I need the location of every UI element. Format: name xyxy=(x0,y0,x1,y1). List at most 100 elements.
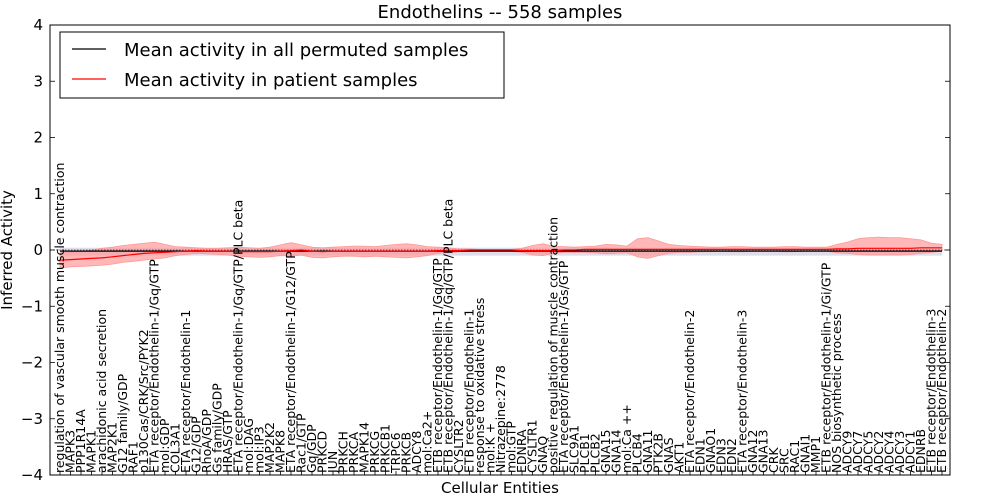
category-label: ETB receptor/Endothelin-1/Gi/GTP xyxy=(819,262,834,473)
category-label: ADCY5 xyxy=(861,431,876,473)
category-label: ETB receptor/Endothelin-2 xyxy=(934,309,949,473)
category-label: MAP2K1 xyxy=(105,422,120,473)
category-label: ADCY3 xyxy=(892,431,907,473)
category-label: ETA receptor/Endothelin-1 xyxy=(178,310,193,473)
category-label: PRKCD xyxy=(315,431,330,473)
category-label: ETB receptor/Endothelin-1/Gq/GTP xyxy=(430,258,445,473)
category-label: p130Cas/CRK/Src/PYK2 xyxy=(136,329,151,473)
category-label: PRKCB xyxy=(399,432,414,473)
category-label: arachidonic acid secretion xyxy=(94,309,109,473)
legend: Mean activity in all permuted samples Me… xyxy=(59,31,505,99)
category-label: ETA receptor/Endothelin-1/Gq/GTP/PLC bet… xyxy=(231,200,246,473)
category-label: G12 family/GDP xyxy=(115,373,130,473)
category-label: GNAQ xyxy=(535,436,550,473)
category-label: ETA receptor/Endothelin-1/G12/GTP xyxy=(283,251,298,473)
category-label: mol:DAG xyxy=(241,418,256,473)
legend-label-permuted: Mean activity in all permuted samples xyxy=(124,40,468,61)
category-label: MAP2K2 xyxy=(262,422,277,473)
category-label: CYSLTR1 xyxy=(525,419,540,473)
category-label: mol:GDP xyxy=(157,418,172,473)
category-label: GNA14 xyxy=(609,429,624,473)
category-label: Gs family/GDP xyxy=(210,383,225,473)
category-label: RAF1 xyxy=(126,441,141,473)
category-label: CYSLTR2 xyxy=(451,419,466,473)
y-tick-label: 0 xyxy=(33,241,43,259)
category-label: EDN3 xyxy=(714,438,729,473)
category-label: ETA receptor/Endothelin-2 xyxy=(682,310,697,473)
category-label: EDNRB xyxy=(913,429,928,473)
category-label: RAC1 xyxy=(787,440,802,473)
category-label: G12/GDP xyxy=(189,416,204,473)
y-tick-label: −3 xyxy=(21,410,43,428)
category-label: mol:K + xyxy=(483,423,498,473)
category-label: GNA15 xyxy=(598,430,613,474)
category-label: PTK2B xyxy=(651,433,666,473)
category-label: COL3A1 xyxy=(168,423,183,473)
category-label: mol:GTP xyxy=(504,421,519,473)
category-label: GNA12 xyxy=(745,430,760,474)
category-label: SRC xyxy=(777,448,792,473)
category-label: PPP1R14A xyxy=(73,409,88,473)
category-label: RhoA/GDP xyxy=(199,409,214,473)
y-tick-label: 4 xyxy=(33,16,43,34)
y-tick-label: −4 xyxy=(21,466,43,484)
category-label: ADCY4 xyxy=(882,431,897,473)
category-label: MAPK1 xyxy=(84,430,99,473)
series-lines xyxy=(59,247,942,261)
category-label: TRPC6 xyxy=(388,432,403,474)
category-label: PLCB2 xyxy=(588,433,603,473)
category-label: response to oxidative stress xyxy=(472,298,487,473)
y-axis-label: Inferred Activity xyxy=(0,190,16,310)
y-tick-label: 2 xyxy=(33,129,43,147)
category-label: ADCY7 xyxy=(850,431,865,473)
category-label: SLC9A1 xyxy=(567,425,582,473)
y-tick-label: −1 xyxy=(21,297,43,315)
legend-box xyxy=(59,31,505,99)
category-label: ETB receptor/Endothelin-1/Gq/GTP/PLC bet… xyxy=(441,199,456,473)
category-label: GNAI1 xyxy=(798,434,813,473)
category-label: PLCB1 xyxy=(577,433,592,473)
y-tick-label: 1 xyxy=(33,185,43,203)
category-label: MAPK14 xyxy=(357,422,372,473)
category-label: ETB receptor/Endothelin-3 xyxy=(924,309,939,473)
category-label: ADCY1 xyxy=(903,431,918,473)
category-label: Nitrazepine:2778 xyxy=(493,365,508,473)
category-label: ETA receptor/Endothelin-3 xyxy=(735,310,750,473)
category-label: GNAS xyxy=(661,437,676,473)
x-axis-label: Cellular Entities xyxy=(441,479,559,497)
category-label: ADCY8 xyxy=(409,431,424,473)
category-labels: regulation of vascular smooth muscle con… xyxy=(52,163,949,475)
category-label: ETA receptor/Endothelin-1/Gq/GTP xyxy=(147,259,162,473)
category-label: NOS biosynthetic process xyxy=(829,313,844,473)
y-axis-ticks: −4 −3 −2 −1 0 1 2 3 4 xyxy=(21,16,950,484)
category-label: EDN2 xyxy=(724,438,739,473)
legend-label-patient: Mean activity in patient samples xyxy=(124,70,418,91)
category-label: MAPK8 xyxy=(273,430,288,473)
category-label: HRAS/GTP xyxy=(220,410,235,473)
category-label: EDNRA xyxy=(514,429,529,473)
category-label: Rac1/GTP xyxy=(294,413,309,473)
category-label: CRK xyxy=(766,447,781,473)
category-label: ETB receptor/Endothelin-1 xyxy=(462,309,477,473)
category-label: regulation of vascular smooth muscle con… xyxy=(52,163,67,473)
y-tick-label: −2 xyxy=(21,354,43,372)
category-label: ADCY2 xyxy=(871,431,886,473)
category-label: MMP1 xyxy=(808,436,823,473)
category-label: PRKCG xyxy=(367,431,382,473)
y-tick-label: 3 xyxy=(33,72,43,90)
patient-mean-line xyxy=(59,247,942,261)
chart-title: Endothelins -- 558 samples xyxy=(378,2,623,23)
category-label: MAPK3 xyxy=(63,430,78,473)
category-label: PRKCH xyxy=(336,431,351,473)
category-label: ETA receptor/Endothelin-1/Gs/GTP xyxy=(556,260,571,473)
category-label: mol:IP3 xyxy=(252,426,267,473)
confidence-bands xyxy=(59,236,943,269)
category-label: mol:Ca ++ xyxy=(619,404,634,473)
category-label: mol:Ca2+ xyxy=(420,411,435,473)
category-label: GNA11 xyxy=(640,430,655,474)
category-label: GNAO1 xyxy=(703,428,718,473)
category-label: PRKCA xyxy=(346,432,361,473)
category-label: positive regulation of muscle contractio… xyxy=(546,217,561,473)
category-label: JUN xyxy=(325,451,340,474)
